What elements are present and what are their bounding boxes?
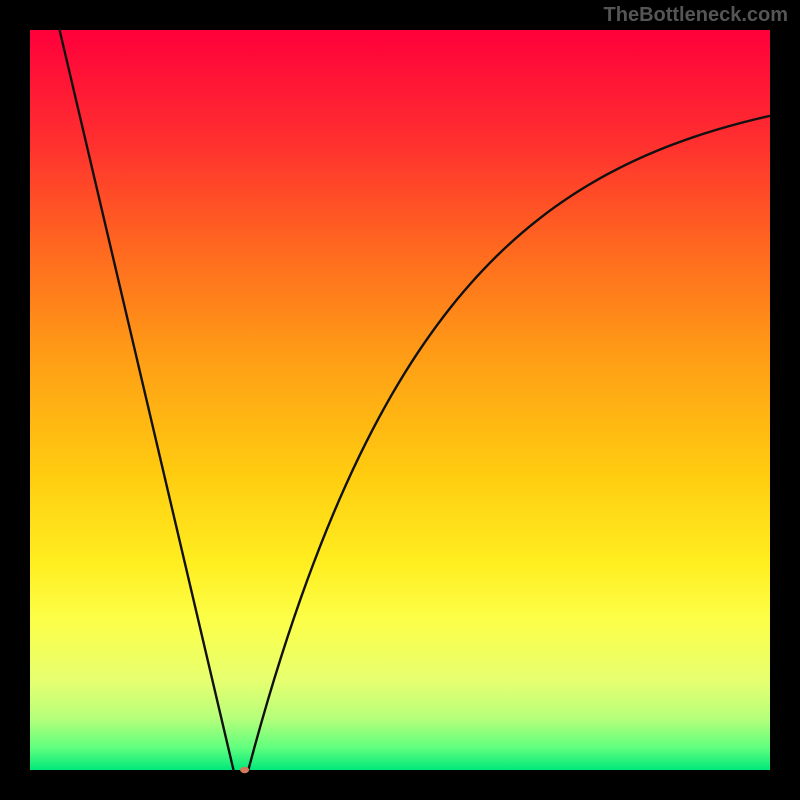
watermark-text: TheBottleneck.com xyxy=(604,4,788,27)
chart-svg xyxy=(0,0,800,800)
chart-background xyxy=(30,30,770,770)
chart-root: TheBottleneck.com xyxy=(0,0,800,800)
min-point-marker xyxy=(240,767,249,773)
